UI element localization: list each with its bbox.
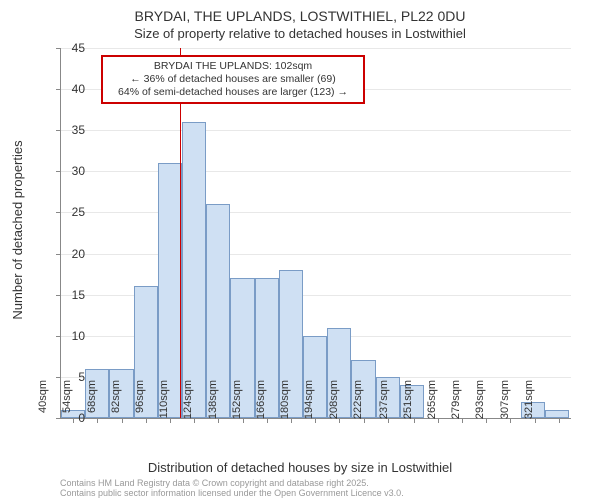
ytick-label: 25 (60, 205, 85, 219)
ytick-label: 40 (60, 82, 85, 96)
xtick-mark (170, 418, 171, 423)
xtick-label: 194sqm (303, 380, 315, 420)
ytick-label: 45 (60, 41, 85, 55)
xtick-label: 96sqm (134, 380, 146, 420)
xtick-label: 180sqm (279, 380, 291, 420)
annotation-line-2: ← 36% of detached houses are smaller (69… (109, 73, 357, 86)
gridline (61, 171, 571, 172)
xtick-label: 110sqm (158, 380, 170, 420)
xtick-label: 293sqm (474, 380, 486, 420)
xtick-mark (559, 418, 560, 423)
xtick-label: 279sqm (450, 380, 462, 420)
chart-title: BRYDAI, THE UPLANDS, LOSTWITHIEL, PL22 0… (0, 0, 600, 24)
xtick-label: 138sqm (207, 380, 219, 420)
xtick-label: 82sqm (110, 380, 122, 420)
ytick-label: 30 (60, 164, 85, 178)
xtick-mark (315, 418, 316, 423)
plot-area: BRYDAI THE UPLANDS: 102sqm ← 36% of deta… (60, 48, 571, 419)
histogram-bar (545, 410, 569, 418)
ytick-label: 0 (60, 411, 85, 425)
xtick-label: 237sqm (378, 380, 390, 420)
gridline (61, 130, 571, 131)
annotation-line-1: BRYDAI THE UPLANDS: 102sqm (109, 60, 357, 73)
xtick-label: 152sqm (231, 380, 243, 420)
footer-attribution: Contains HM Land Registry data © Crown c… (60, 478, 404, 499)
gridline (61, 48, 571, 49)
gridline (61, 212, 571, 213)
footer-line-2: Contains public sector information licen… (60, 488, 404, 498)
chart-container: BRYDAI, THE UPLANDS, LOSTWITHIEL, PL22 0… (0, 0, 600, 500)
gridline (61, 254, 571, 255)
xtick-label: 40sqm (37, 380, 49, 420)
xtick-label: 124sqm (182, 380, 194, 420)
xtick-mark (486, 418, 487, 423)
ytick-label: 5 (60, 370, 85, 384)
y-axis-label: Number of detached properties (10, 140, 25, 319)
xtick-label: 307sqm (499, 380, 511, 420)
xtick-mark (462, 418, 463, 423)
xtick-mark (291, 418, 292, 423)
x-axis-label: Distribution of detached houses by size … (0, 460, 600, 475)
histogram-bar (182, 122, 206, 418)
ytick-label: 10 (60, 329, 85, 343)
annotation-box: BRYDAI THE UPLANDS: 102sqm ← 36% of deta… (101, 55, 365, 104)
xtick-mark (194, 418, 195, 423)
xtick-label: 68sqm (86, 380, 98, 420)
annotation-line-3: 64% of semi-detached houses are larger (… (109, 86, 357, 99)
ytick-label: 15 (60, 288, 85, 302)
xtick-label: 222sqm (352, 380, 364, 420)
xtick-label: 166sqm (255, 380, 267, 420)
xtick-mark (438, 418, 439, 423)
chart-subtitle: Size of property relative to detached ho… (0, 24, 600, 41)
xtick-label: 265sqm (426, 380, 438, 420)
xtick-label: 208sqm (328, 380, 340, 420)
xtick-label: 321sqm (523, 380, 535, 420)
ytick-label: 35 (60, 123, 85, 137)
footer-line-1: Contains HM Land Registry data © Crown c… (60, 478, 404, 488)
xtick-label: 251sqm (402, 380, 414, 420)
ytick-label: 20 (60, 247, 85, 261)
